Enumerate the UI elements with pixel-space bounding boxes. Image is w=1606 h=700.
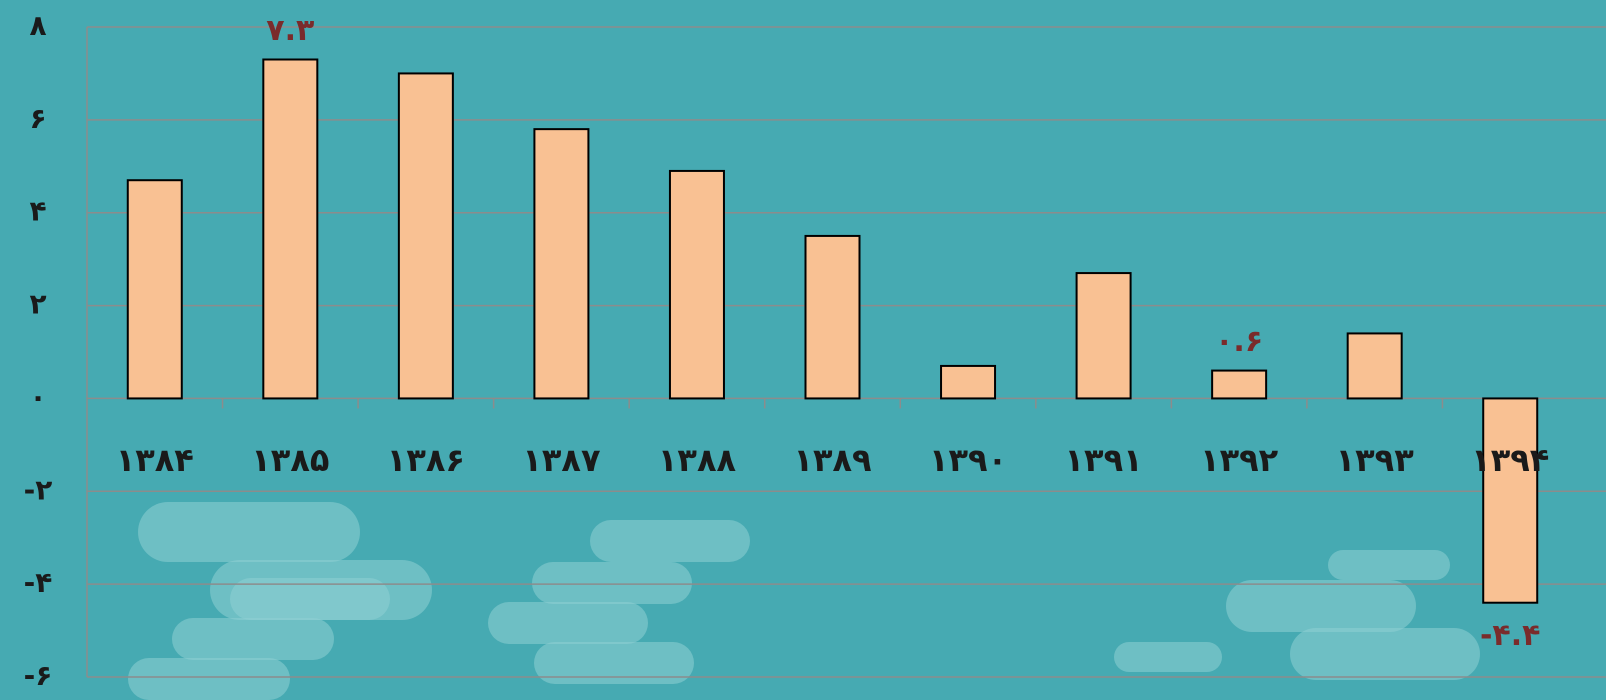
y-tick-label: ۰ xyxy=(29,380,46,413)
bar xyxy=(533,128,590,400)
y-tick-label: -۶ xyxy=(24,659,53,692)
y-tick-label: ۲ xyxy=(29,288,46,321)
y-tick-label: ۶ xyxy=(29,102,46,135)
y-tick-label: -۴ xyxy=(24,566,53,599)
value-label: ۰.۶ xyxy=(1215,324,1263,359)
cloud xyxy=(1114,642,1222,672)
x-tick-label: ۱۳۸۴ xyxy=(116,441,194,479)
x-tick-label: ۱۳۸۷ xyxy=(522,441,601,479)
cloud xyxy=(1290,628,1480,680)
x-tick-label: ۱۳۸۹ xyxy=(793,441,871,479)
bar xyxy=(1346,332,1403,400)
value-label: ۷.۳ xyxy=(266,13,314,48)
bar xyxy=(940,364,997,400)
background-clouds xyxy=(128,502,1480,700)
plot-area: -۶ -۴ -۲ ۰ ۲ ۴ ۶ ۸ ۱۳۸۴ ۱۳۸۵ ۷.۳ ۱۳۸۶ ۱۳۸۷ ۱۳۸۸ ۱۳۸۹ ۱۳… xyxy=(24,9,1606,692)
bar xyxy=(262,58,319,400)
cloud xyxy=(488,602,648,644)
cloud xyxy=(1226,580,1416,632)
cloud xyxy=(230,578,390,620)
bar xyxy=(397,72,454,400)
cloud xyxy=(1328,550,1450,580)
y-tick-label: -۲ xyxy=(24,473,53,506)
x-tick-label: ۱۳۹۱ xyxy=(1065,441,1143,479)
cloud xyxy=(138,502,360,562)
cloud xyxy=(590,520,750,562)
bar xyxy=(1075,272,1132,400)
x-tick-label: ۱۳۸۸ xyxy=(658,441,737,479)
y-tick-label: ۴ xyxy=(29,195,46,228)
cloud xyxy=(172,618,334,660)
x-tick-label: ۱۳۸۶ xyxy=(387,441,465,479)
x-tick-label: ۱۳۹۰ xyxy=(929,441,1007,479)
bar xyxy=(126,179,183,400)
x-tick-label: ۱۳۹۲ xyxy=(1200,441,1279,479)
x-tick-label: ۱۳۹۴ xyxy=(1471,441,1549,479)
bar xyxy=(1482,397,1539,604)
value-label: -۴.۴ xyxy=(1480,618,1540,653)
y-tick-label: ۸ xyxy=(29,9,46,42)
cloud xyxy=(128,658,290,700)
bar xyxy=(668,169,725,400)
bar xyxy=(804,234,861,400)
x-tick-label: ۱۳۸۵ xyxy=(251,441,329,479)
cloud xyxy=(532,562,692,604)
cloud xyxy=(534,642,694,684)
bar xyxy=(1211,369,1268,400)
x-tick-label: ۱۳۹۳ xyxy=(1336,441,1415,479)
